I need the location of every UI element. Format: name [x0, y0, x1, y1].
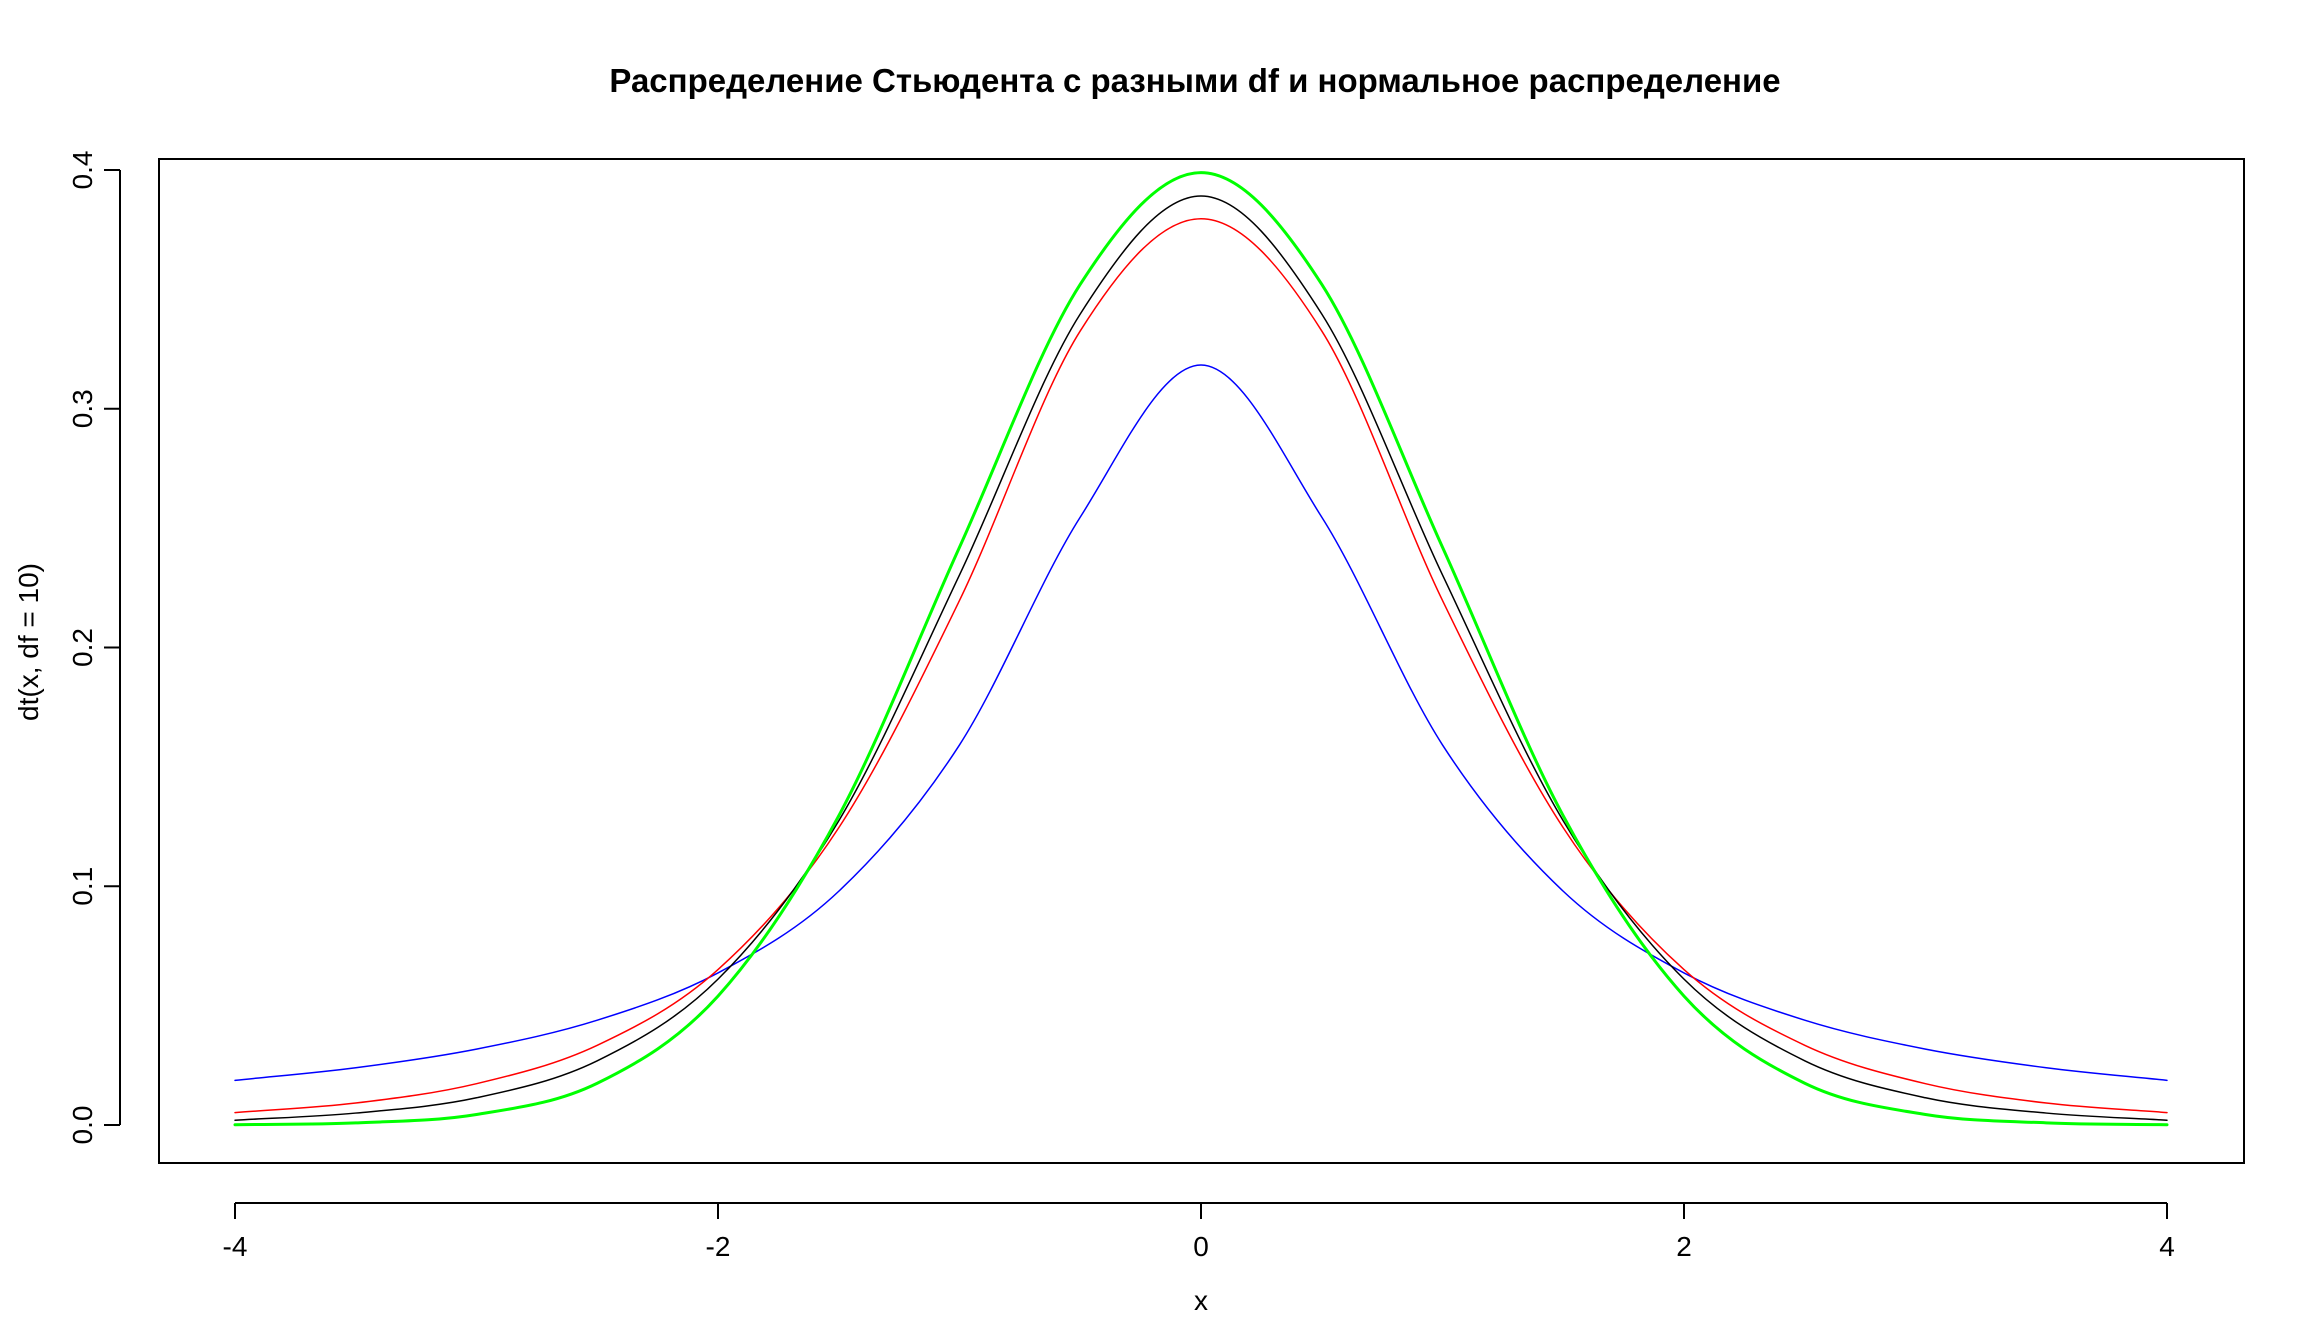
x-axis-label: x: [1194, 1285, 1208, 1316]
x-tick-label: 4: [2159, 1231, 2175, 1262]
series-line-4: [233, 171, 2169, 1127]
y-tick-label: 0.2: [67, 628, 98, 667]
x-tick-label: 2: [1676, 1231, 1692, 1262]
y-axis-ticks: 0.0 0.1 0.2 0.3 0.4: [67, 151, 120, 1145]
x-axis-ticks: -4 -2 0 2 4: [223, 1203, 2175, 1262]
series-line-1: [234, 364, 2168, 1082]
y-tick-label: 0.3: [67, 389, 98, 428]
series-line-3: [234, 195, 2168, 1121]
series-line-2: [234, 217, 2168, 1114]
y-tick-label: 0.0: [67, 1106, 98, 1145]
x-tick-label: 0: [1193, 1231, 1209, 1262]
chart-title: Распределение Стьюдента с разными df и н…: [609, 62, 1780, 99]
y-tick-label: 0.1: [67, 867, 98, 906]
x-tick-label: -4: [223, 1231, 248, 1262]
y-tick-label: 0.4: [67, 151, 98, 190]
x-tick-label: -2: [706, 1231, 731, 1262]
plot-frame: [158, 158, 2245, 1164]
y-axis-label: dt(x, df = 10): [13, 563, 44, 721]
series-layer: [233, 171, 2169, 1127]
